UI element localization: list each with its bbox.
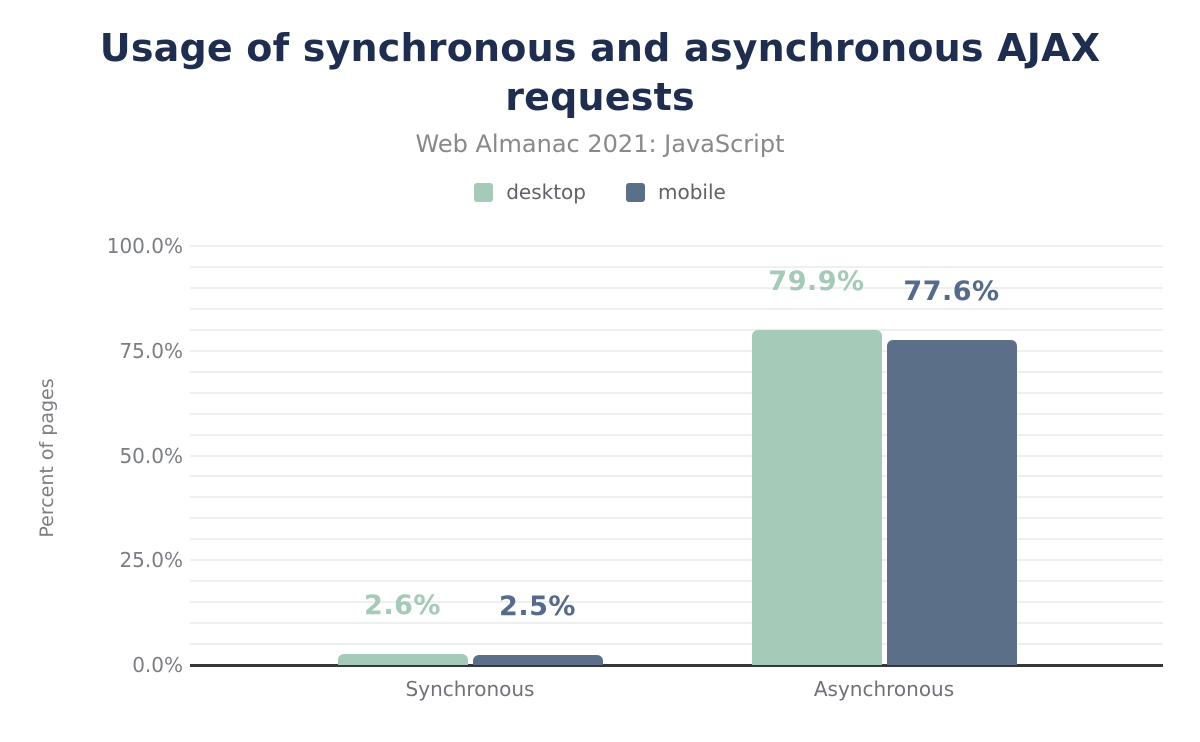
- bar-desktop-asynchronous[interactable]: [751, 330, 882, 665]
- gridline: [190, 245, 1163, 247]
- y-axis-tick-100: 100.0%: [106, 234, 183, 258]
- chart-title: Usage of synchronous and asynchronous AJ…: [99, 26, 1101, 119]
- legend-item-desktop[interactable]: desktop: [474, 180, 586, 204]
- gridline: [190, 496, 1163, 499]
- gridline: [190, 286, 1163, 289]
- x-axis-label-asynchronous: Asynchronous: [813, 677, 955, 701]
- bar-desktop-synchronous[interactable]: [337, 654, 468, 665]
- gridline: [190, 412, 1163, 415]
- gridline: [190, 265, 1163, 268]
- legend: desktop mobile: [0, 180, 1200, 204]
- legend-label-desktop: desktop: [506, 180, 586, 204]
- gridline: [190, 475, 1163, 478]
- gridline: [190, 622, 1163, 625]
- legend-item-mobile[interactable]: mobile: [625, 180, 726, 204]
- plot-area: 2.6% 2.5% 79.9% 77.6%: [190, 245, 1163, 667]
- value-label-mobile-asynchronous: 77.6%: [903, 275, 1000, 307]
- x-axis-label-synchronous: Synchronous: [405, 677, 535, 701]
- value-label-desktop-synchronous: 2.6%: [364, 590, 441, 622]
- gridline: [190, 370, 1163, 373]
- legend-label-mobile: mobile: [657, 180, 726, 204]
- y-axis-tick-75: 75.0%: [119, 338, 183, 363]
- gridline: [190, 643, 1163, 646]
- value-label-mobile-synchronous: 2.5%: [499, 590, 576, 622]
- gridline: [190, 538, 1163, 541]
- gridline: [190, 601, 1163, 604]
- gridline: [190, 454, 1163, 457]
- gridline: [190, 559, 1163, 562]
- y-axis-tick-0: 0.0%: [132, 653, 183, 677]
- x-axis-line: [190, 664, 1163, 667]
- y-axis-tick-50: 50.0%: [119, 443, 183, 468]
- gridline: [190, 580, 1163, 583]
- gridline: [190, 349, 1163, 352]
- desktop-swatch-icon: [474, 182, 494, 202]
- bar-mobile-synchronous[interactable]: [472, 654, 603, 665]
- value-label-desktop-asynchronous: 79.9%: [768, 266, 865, 298]
- gridline: [190, 391, 1163, 394]
- gridline: [190, 517, 1163, 520]
- gridline: [190, 328, 1163, 331]
- bar-mobile-asynchronous[interactable]: [886, 339, 1017, 665]
- mobile-swatch-icon: [625, 182, 645, 202]
- gridline: [190, 307, 1163, 310]
- y-axis-tick-25: 25.0%: [119, 548, 183, 573]
- gridline: [190, 433, 1163, 436]
- chart-subtitle: Web Almanac 2021: JavaScript: [415, 130, 785, 158]
